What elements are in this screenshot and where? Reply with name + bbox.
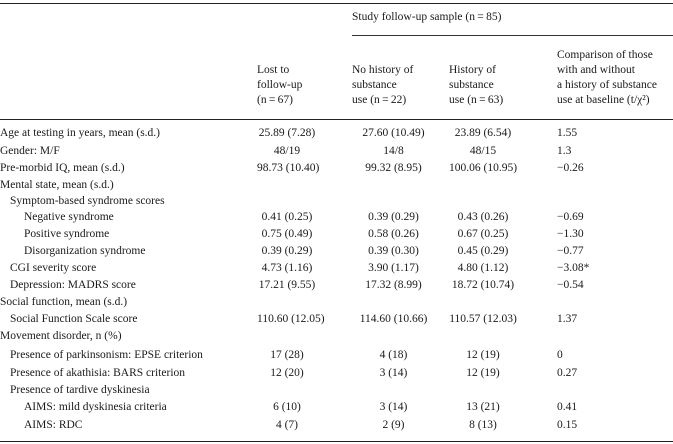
- table-cell: 99.32 (8.95): [365, 162, 422, 174]
- table-cell: 0.15: [557, 419, 578, 431]
- row-label: AIMS: RDC: [24, 419, 83, 431]
- table-cell: 23.89 (6.54): [454, 127, 512, 139]
- table-cell: 4.80 (1.12): [457, 262, 509, 274]
- col-header-lost-to-followup: Lost to follow-up (n = 67): [257, 64, 303, 106]
- table-cell: 4.73 (1.16): [261, 262, 313, 274]
- bottom-rule: [0, 441, 673, 442]
- group-header: Study follow-up sample (n = 85): [352, 11, 502, 23]
- table-cell: 3 (14): [379, 401, 408, 413]
- col-header-comparison: Comparison of those with and without a h…: [557, 49, 657, 106]
- table-cell: 4 (18): [379, 349, 408, 361]
- table-cell: 25.89 (7.28): [258, 127, 316, 139]
- table-cell: 14/8: [383, 145, 404, 157]
- table-cell: 6 (10): [273, 401, 301, 413]
- row-label: Social Function Scale score: [10, 313, 138, 325]
- table-cell: 0.67 (0.25): [457, 228, 509, 240]
- table-cell: 8 (13): [469, 419, 497, 431]
- table-cell: 48/15: [469, 145, 497, 157]
- table-cell: 1.37: [557, 313, 578, 325]
- table-cell: 1.55: [557, 127, 578, 139]
- row-label: Disorganization syndrome: [24, 245, 146, 257]
- table-cell: 17.32 (8.99): [365, 279, 422, 291]
- table-cell: 0.39 (0.29): [261, 245, 313, 257]
- table-cell: 17.21 (9.55): [258, 279, 316, 291]
- table-cell: −0.77: [557, 245, 584, 257]
- row-label: Gender: M/F: [0, 145, 60, 157]
- table-cell: 114.60 (10.66): [359, 313, 428, 325]
- row-label: Mental state, mean (s.d.): [0, 179, 114, 191]
- table-cell: 0.75 (0.49): [261, 228, 313, 240]
- table-cell: 0.45 (0.29): [457, 245, 509, 257]
- row-label: Presence of akathisia: BARS criterion: [10, 367, 186, 379]
- table-cell: 2 (9): [382, 419, 405, 431]
- table-cell: 0.41: [557, 401, 578, 413]
- table-cell: −0.54: [557, 279, 584, 291]
- table-cell: 0.58 (0.26): [368, 228, 419, 240]
- row-label: Presence of tardive dyskinesia: [10, 384, 150, 396]
- header-rule: [0, 119, 673, 120]
- table-cell: 0.43 (0.26): [457, 211, 509, 223]
- group-underline: [352, 35, 673, 36]
- col-header-no-history: No history of substance use (n = 22): [352, 64, 414, 106]
- table-cell: 0.39 (0.30): [368, 245, 419, 257]
- table-cell: 4 (7): [275, 419, 299, 431]
- table-cell: −0.69: [557, 211, 584, 223]
- row-label: Social function, mean (s.d.): [0, 296, 128, 308]
- row-label: Positive syndrome: [24, 228, 110, 240]
- row-label: Pre-morbid IQ, mean (s.d.): [0, 162, 125, 174]
- table-cell: 110.60 (12.05): [257, 313, 325, 325]
- table-cell: −1.30: [557, 228, 584, 240]
- table-cell: 17 (28): [270, 349, 304, 361]
- table-cell: 12 (19): [466, 349, 500, 361]
- row-label: Age at testing in years, mean (s.d.): [0, 127, 160, 139]
- row-label: AIMS: mild dyskinesia criteria: [24, 401, 167, 413]
- table-cell: 0.27: [557, 367, 578, 379]
- table-cell: 18.72 (10.74): [451, 279, 515, 291]
- row-label: Depression: MADRS score: [10, 279, 136, 291]
- table-cell: 27.60 (10.49): [362, 127, 425, 139]
- table-cell: 0: [557, 349, 563, 361]
- table-cell: −0.26: [557, 162, 584, 174]
- table-cell: 98.73 (10.40): [257, 162, 320, 174]
- table-cell: 110.57 (12.03): [449, 313, 517, 325]
- col-header-history: History of substance use (n = 63): [449, 64, 504, 106]
- row-label: Presence of parkinsonism: EPSE criterion: [10, 349, 203, 361]
- row-label: Movement disorder, n (%): [0, 330, 122, 342]
- row-label: CGI severity score: [10, 262, 97, 274]
- table-cell: 100.06 (10.95): [449, 162, 518, 174]
- table-cell: 0.41 (0.25): [261, 211, 313, 223]
- row-label: Negative syndrome: [24, 211, 114, 223]
- table-cell: 12 (20): [270, 367, 304, 379]
- table-cell: 0.39 (0.29): [368, 211, 419, 223]
- table-cell: 3.90 (1.17): [368, 262, 419, 274]
- table-cell: 1.3: [557, 145, 572, 157]
- row-label: Symptom-based syndrome scores: [10, 195, 165, 207]
- table-cell: 3 (14): [379, 367, 408, 379]
- table-cell: 12 (19): [466, 367, 500, 379]
- table-cell: 13 (21): [466, 401, 500, 413]
- table-cell: −3.08*: [557, 262, 590, 274]
- table-cell: 48/19: [273, 145, 301, 157]
- top-rule: [0, 3, 673, 4]
